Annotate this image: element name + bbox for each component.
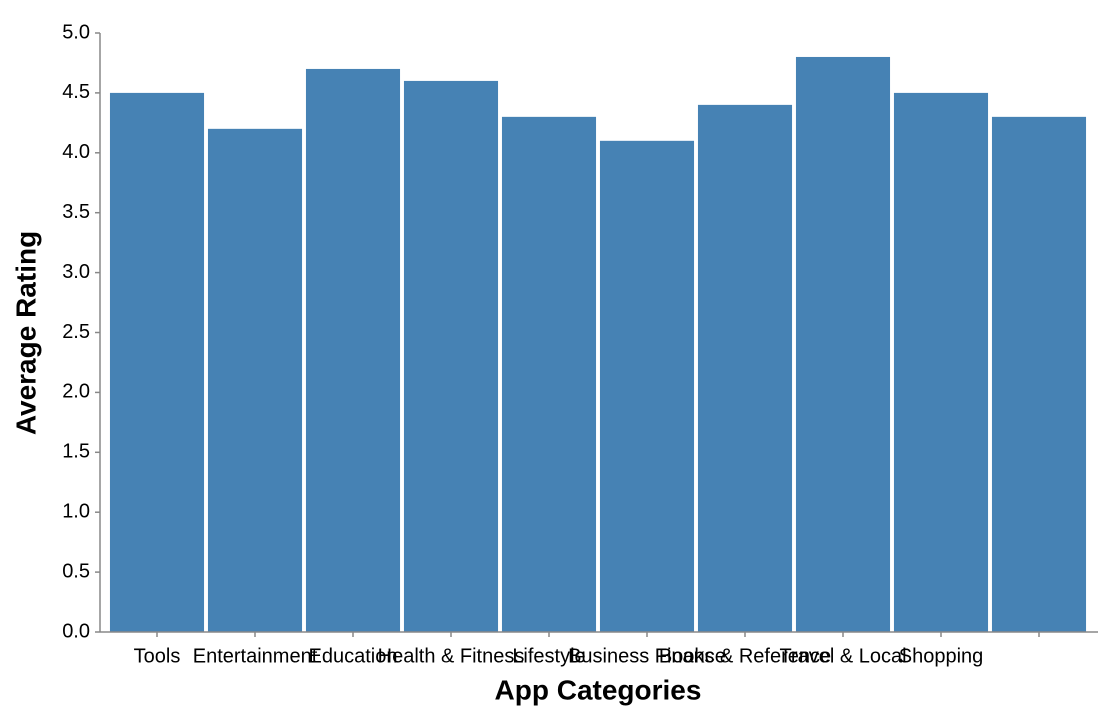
x-tick-label: Business Finance <box>568 645 726 667</box>
y-tick-label: 3.0 <box>62 261 90 283</box>
x-tick-label: Shopping <box>899 645 984 667</box>
bar <box>795 56 891 632</box>
x-tick-label: Lifestyle <box>512 645 585 667</box>
y-axis-title: Average Rating <box>10 231 41 435</box>
x-tick-label: Tools <box>134 645 181 667</box>
bar <box>305 68 401 632</box>
bar <box>697 104 793 632</box>
y-tick-label: 0.0 <box>62 620 90 642</box>
bar <box>403 80 499 633</box>
bar <box>501 116 597 633</box>
bar <box>207 128 303 632</box>
x-tick-label: Books & Reference <box>659 645 831 667</box>
bar <box>991 116 1087 633</box>
y-tick-label: 5.0 <box>62 21 90 43</box>
y-tick-label: 2.0 <box>62 381 90 403</box>
bar <box>893 92 989 632</box>
y-tick-label: 1.0 <box>62 500 90 522</box>
y-tick-label: 4.0 <box>62 141 90 163</box>
x-axis-title: App Categories <box>495 674 702 705</box>
x-tick-label: Health & Fitness <box>378 645 525 667</box>
bar <box>599 140 695 632</box>
y-tick-label: 1.5 <box>62 441 90 463</box>
y-tick-label: 2.5 <box>62 321 90 343</box>
y-tick-label: 4.5 <box>62 81 90 103</box>
x-tick-label: Education <box>309 645 398 667</box>
x-tick-label: Travel & Local <box>779 645 906 667</box>
y-tick-label: 0.5 <box>62 560 90 582</box>
bar <box>109 92 205 632</box>
x-tick-label: Entertainment <box>193 645 318 667</box>
y-tick-label: 3.5 <box>62 201 90 223</box>
